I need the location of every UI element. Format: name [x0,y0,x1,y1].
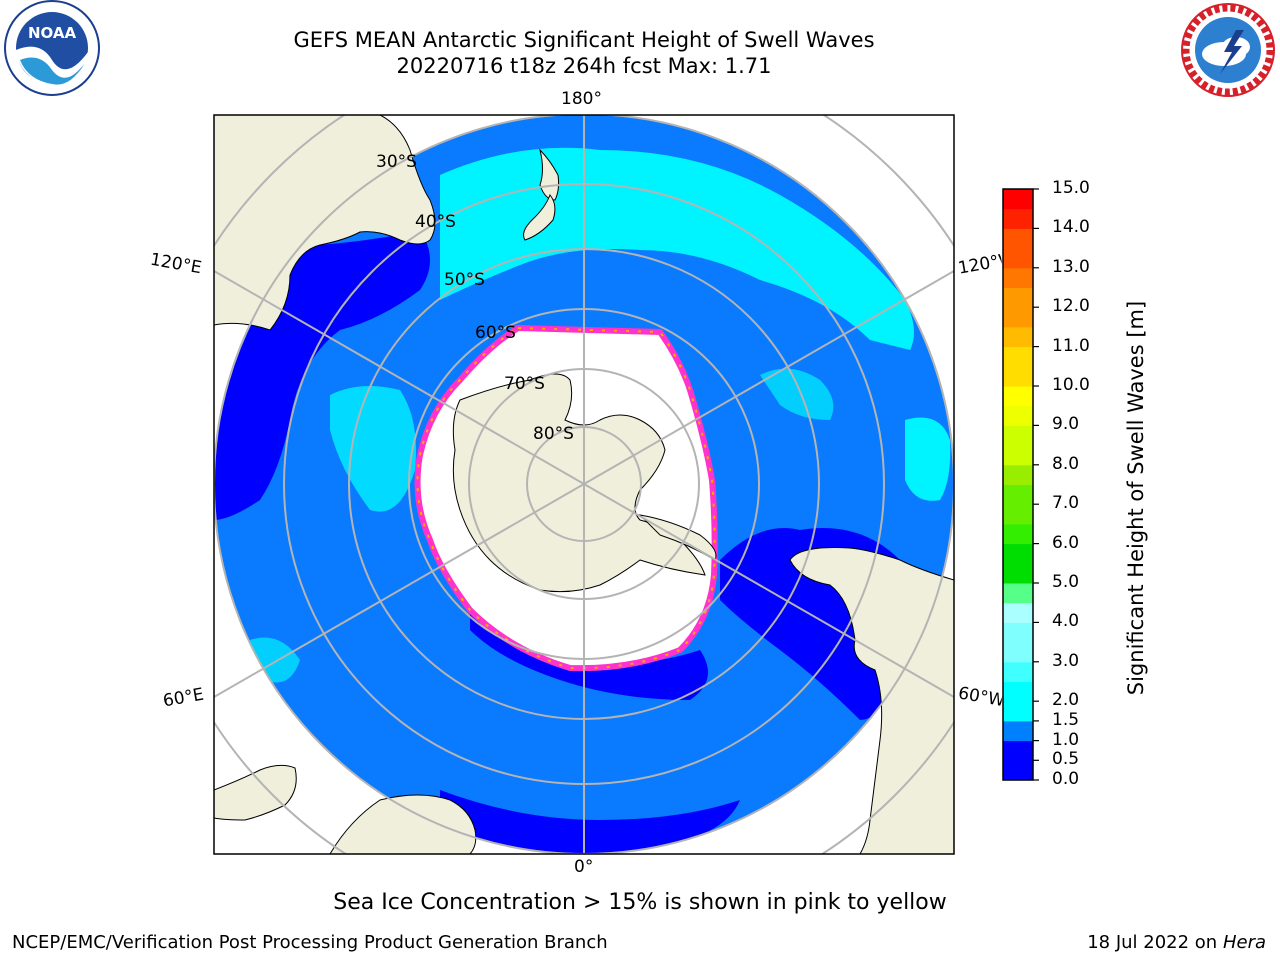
colorbar-segment [1003,642,1033,663]
footer-credit: NCEP/EMC/Verification Post Processing Pr… [12,932,608,953]
lat-label-50s: 50°S [444,270,485,290]
colorbar-tick-label: 12.0 [1052,296,1090,317]
colorbar-segment [1003,287,1033,308]
chart-title: GEFS MEAN Antarctic Significant Height o… [293,28,875,52]
lon-label-0: 0° [574,857,594,877]
noaa-logo-text: NOAA [28,24,77,42]
colorbar-tick-label: 11.0 [1052,335,1090,356]
chart-subtitle: 20220716 t18z 264h fcst Max: 1.71 [396,54,772,78]
lat-label-40s: 40°S [415,212,456,232]
colorbar-segment [1003,326,1033,348]
colorbar [1003,188,1039,781]
swell-zone-south-pacific [440,147,914,350]
colorbar-tick-label: 4.0 [1052,611,1080,632]
colorbar-tick-label: 6.0 [1052,532,1080,553]
footer-date: 18 Jul 2022 on Hera [1087,932,1266,953]
sea-ice-caption: Sea Ice Concentration > 15% is shown in … [333,890,947,915]
colorbar-segment [1003,622,1033,643]
lon-label-180: 180° [561,89,602,109]
footer-machine: Hera [1222,932,1266,953]
colorbar-segment [1003,661,1033,682]
lat-label-70s: 70°S [504,374,545,394]
colorbar-segment [1003,405,1033,426]
colorbar-segment [1003,445,1033,466]
swell-zone-patch [760,368,834,420]
colorbar-tick-label: 7.0 [1052,493,1080,514]
colorbar-tick-label: 5.0 [1052,572,1080,592]
colorbar-label: Significant Height of Swell Waves [m] [1124,300,1148,696]
colorbar-segment [1003,760,1033,781]
colorbar-tick-label: 10.0 [1052,375,1090,395]
colorbar-segment [1003,523,1033,545]
colorbar-frame [1002,188,1034,781]
low-swell-south-atlantic [440,790,740,854]
lat-label-80s: 80°S [533,424,574,444]
colorbar-segment [1003,228,1033,249]
colorbar-segment [1003,583,1033,604]
colorbar-segment [1003,267,1033,288]
madagascar [214,764,297,821]
colorbar-segment [1003,248,1033,269]
colorbar-tick-label: 8.0 [1052,453,1080,474]
swell-zone-east-pacific [905,417,951,501]
colorbar-tick-label: 1.5 [1052,709,1080,730]
colorbar-tick-label: 0.0 [1052,769,1080,789]
colorbar-segment [1003,720,1033,742]
lat-label-60s: 60°S [475,323,516,343]
colorbar-segment [1003,504,1033,525]
colorbar-tick-label: 13.0 [1052,256,1090,277]
colorbar-tick-label: 2.0 [1052,690,1080,711]
australia [214,115,436,331]
colorbar-segment [1003,366,1033,387]
colorbar-segment [1003,346,1033,367]
colorbar-segment [1003,602,1033,623]
colorbar-segment [1003,543,1033,564]
footer-date-text: 18 Jul 2022 on [1087,932,1223,953]
colorbar-tick-label: 9.0 [1052,414,1080,435]
colorbar-segment [1003,484,1033,505]
sea-ice-edge-inner [416,326,716,670]
meridians [214,115,954,854]
new-zealand-south [523,194,556,241]
nws-logo [1181,3,1275,97]
colorbar-segment [1003,464,1033,485]
colorbar-segment [1003,425,1033,446]
noaa-logo: NOAA [4,0,100,96]
colorbar-segment [1003,307,1033,328]
colorbar-segment [1003,189,1033,210]
colorbar-tick-label: 15.0 [1052,178,1090,198]
colorbar-tick-label: 3.0 [1052,650,1080,671]
map-frame [213,114,955,855]
africa [329,794,477,854]
colorbar-tick-label: 14.0 [1052,217,1090,238]
colorbar-segment [1003,701,1033,722]
low-swell-weddell [470,600,708,700]
colorbar-segment [1003,681,1033,702]
colorbar-tick-label: 0.5 [1052,749,1080,770]
lat-label-30s: 30°S [376,152,417,172]
colorbar-segment [1003,740,1033,761]
swell-zone-south-indian [330,386,416,512]
colorbar-segment [1003,386,1033,407]
colorbar-tick-label: 1.0 [1052,729,1080,750]
colorbar-segment [1003,208,1033,229]
colorbar-segment [1003,563,1033,584]
